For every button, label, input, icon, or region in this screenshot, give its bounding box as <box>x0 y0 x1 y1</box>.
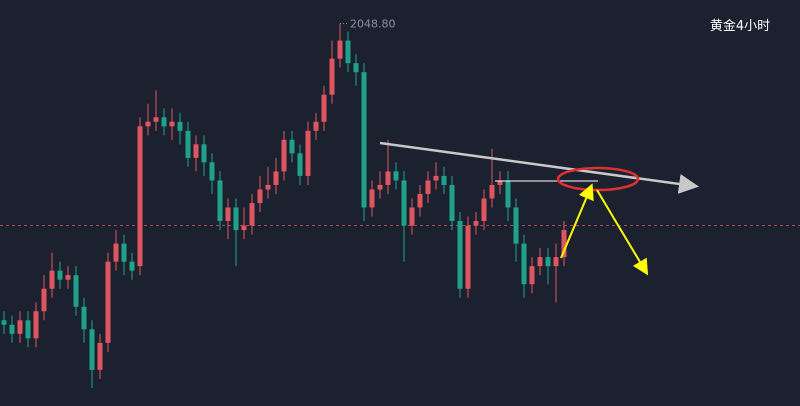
candle-body <box>417 193 423 208</box>
up-arrow <box>560 183 594 259</box>
down-arrow <box>596 189 649 276</box>
candle-body <box>81 306 87 330</box>
candle-body <box>393 171 399 181</box>
candle-body <box>209 162 215 181</box>
candle-body <box>337 40 343 59</box>
candle-body <box>465 225 471 289</box>
candle-body <box>497 180 503 185</box>
candle-body <box>385 171 391 185</box>
candle-body <box>73 275 79 307</box>
candle-body <box>441 175 447 185</box>
candle-body <box>313 121 319 131</box>
candle-body <box>449 184 455 222</box>
candle-body <box>41 288 47 312</box>
candle-body <box>361 72 367 208</box>
candle-body <box>561 230 567 258</box>
candle-body <box>537 257 543 267</box>
candle-body <box>473 221 479 226</box>
candle-body <box>17 320 23 334</box>
candles <box>0 22 800 388</box>
candle-body <box>233 207 239 231</box>
candle-body <box>257 189 263 203</box>
candle-body <box>529 266 535 285</box>
candle-body <box>9 324 15 334</box>
candle-body <box>297 153 303 176</box>
candle-body <box>377 184 383 190</box>
candle-body <box>289 139 295 154</box>
candle-body <box>345 40 351 64</box>
candle-body <box>521 243 527 285</box>
candle-body <box>129 261 135 271</box>
candle-body <box>185 130 191 158</box>
candle-body <box>161 117 167 127</box>
candle-body <box>513 207 519 244</box>
candle-body <box>137 126 143 267</box>
candle-body <box>505 180 511 208</box>
candle-body <box>457 221 463 289</box>
candle-body <box>121 243 127 262</box>
candle-body <box>401 180 407 226</box>
chart-title: 黄金4小时 <box>710 18 770 34</box>
candle-body <box>49 270 55 289</box>
candle-body <box>553 257 559 267</box>
candle-body <box>489 184 495 199</box>
candle-body <box>57 270 63 280</box>
candle-body <box>481 198 487 222</box>
candle-body <box>177 121 183 131</box>
candle-body <box>225 207 231 222</box>
candle-body <box>89 329 95 370</box>
high-label: 2048.80 <box>350 17 396 30</box>
candle-body <box>273 171 279 185</box>
candle-body <box>425 180 431 194</box>
candle-body <box>249 203 255 226</box>
candle-body <box>433 175 439 181</box>
candle-body <box>65 275 71 280</box>
candle-body <box>265 184 271 190</box>
candle-body <box>353 63 359 73</box>
candle-body <box>217 180 223 222</box>
trend-line <box>379 141 699 194</box>
candle-body <box>329 58 335 95</box>
candle-body <box>193 144 199 158</box>
candle-body <box>97 342 103 370</box>
candle-body <box>145 121 151 127</box>
candle-body <box>409 207 415 226</box>
candle-body <box>545 257 551 267</box>
candle-body <box>201 144 207 163</box>
candle-body <box>369 189 375 208</box>
candle-body <box>281 139 287 172</box>
candle-body <box>113 243 119 262</box>
candle-body <box>169 121 175 127</box>
candle-body <box>105 261 111 343</box>
candle-body <box>153 117 159 122</box>
candle-body <box>25 320 31 339</box>
candle-body <box>1 320 7 325</box>
candle-body <box>33 311 39 339</box>
candle-body <box>321 94 327 122</box>
candle-body <box>305 130 311 176</box>
candle-body <box>241 225 247 231</box>
